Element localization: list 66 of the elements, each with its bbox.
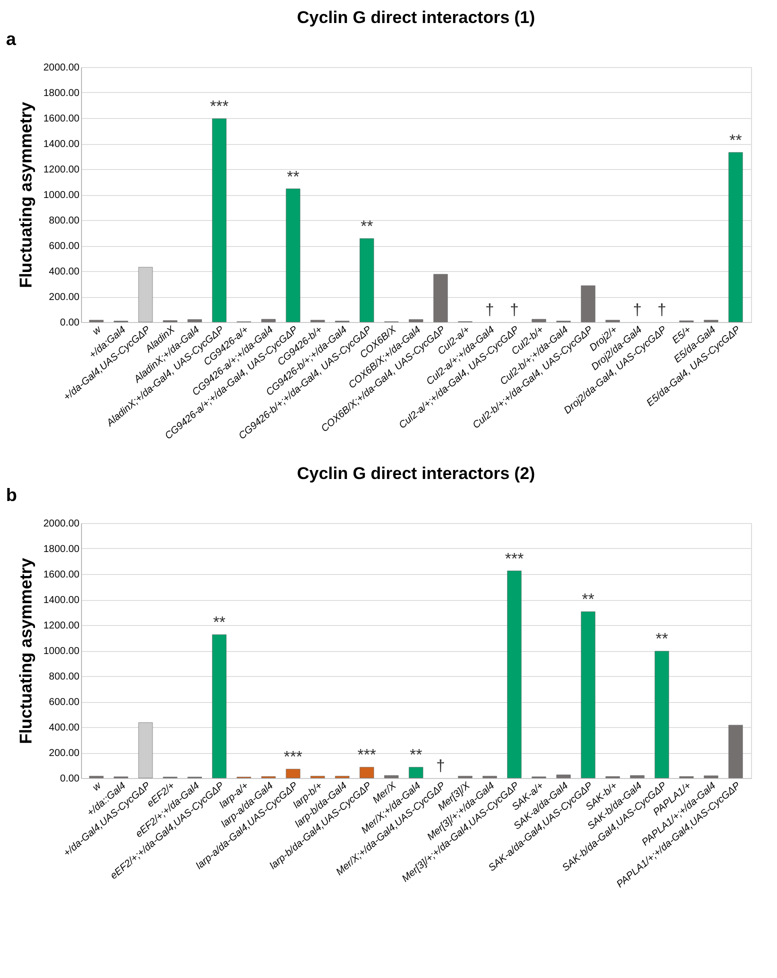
annotation: *** xyxy=(284,749,302,766)
bar xyxy=(580,286,596,322)
y-axis-title: Fluctuating asymmetry xyxy=(16,101,36,288)
annotation: *** xyxy=(210,98,229,116)
annotation: † xyxy=(632,302,642,319)
bar xyxy=(360,767,374,778)
y-tick-label: 1800.00 xyxy=(43,88,80,99)
y-tick-label: 1600.00 xyxy=(43,114,80,124)
y-tick-label: 200.00 xyxy=(48,292,80,303)
y-tick-label: 1200.00 xyxy=(43,164,80,176)
annotation: ** xyxy=(213,614,226,632)
y-tick-label: 1000.00 xyxy=(43,190,80,201)
y-tick-label: 800.00 xyxy=(48,216,80,226)
annotation: *** xyxy=(505,550,524,568)
bar xyxy=(212,634,226,778)
annotation: † xyxy=(485,302,494,319)
chart-title: Cyclin G direct interactors (2) xyxy=(296,464,536,483)
y-tick-label: 800.00 xyxy=(48,672,80,682)
y-tick-label: 0.00 xyxy=(60,318,80,328)
bar xyxy=(408,767,424,778)
bar xyxy=(580,611,596,778)
y-tick-label: 0.00 xyxy=(60,774,80,784)
bar xyxy=(630,775,644,778)
bar xyxy=(556,774,571,778)
bar xyxy=(433,274,448,322)
bar xyxy=(360,238,374,322)
bar xyxy=(654,650,670,778)
y-tick-label: 2000.00 xyxy=(43,62,80,74)
text: a xyxy=(6,29,17,49)
y-tick-label: 200.00 xyxy=(48,748,80,759)
y-tick-label: 1400.00 xyxy=(43,595,80,606)
y-tick-label: 1200.00 xyxy=(43,620,80,632)
annotation: ** xyxy=(656,631,668,648)
annotation: *** xyxy=(357,747,376,764)
annotation: ** xyxy=(729,132,742,150)
y-tick-label: 1800.00 xyxy=(43,544,80,555)
annotation: † xyxy=(510,302,519,319)
bar xyxy=(532,319,546,322)
annotation: † xyxy=(657,302,666,319)
bar xyxy=(286,768,300,778)
bar xyxy=(408,319,424,322)
y-tick-label: 400.00 xyxy=(48,722,80,734)
bar xyxy=(704,776,718,778)
annotation: ** xyxy=(360,218,374,236)
y-tick-label: 600.00 xyxy=(48,697,80,708)
bar xyxy=(261,319,276,322)
annotation: ** xyxy=(410,747,422,764)
y-tick-label: 2000.00 xyxy=(43,518,80,530)
annotation: ** xyxy=(286,168,300,186)
y-tick-label: 1400.00 xyxy=(43,139,80,150)
y-tick-label: 600.00 xyxy=(48,241,80,252)
y-tick-label: 400.00 xyxy=(48,266,80,278)
annotation: ** xyxy=(582,592,594,609)
chart-title: Cyclin G direct interactors (1) xyxy=(296,8,536,27)
bar xyxy=(728,152,743,322)
y-axis-title: Fluctuating asymmetry xyxy=(16,557,36,744)
y-tick-label: 1000.00 xyxy=(43,646,80,657)
bar xyxy=(507,570,522,778)
bar xyxy=(188,319,202,322)
bar xyxy=(286,188,300,322)
bar xyxy=(212,118,226,322)
y-tick-label: 1600.00 xyxy=(43,570,80,580)
text: b xyxy=(6,485,17,505)
annotation: † xyxy=(436,758,446,775)
bar xyxy=(384,775,399,778)
bar xyxy=(728,724,743,778)
